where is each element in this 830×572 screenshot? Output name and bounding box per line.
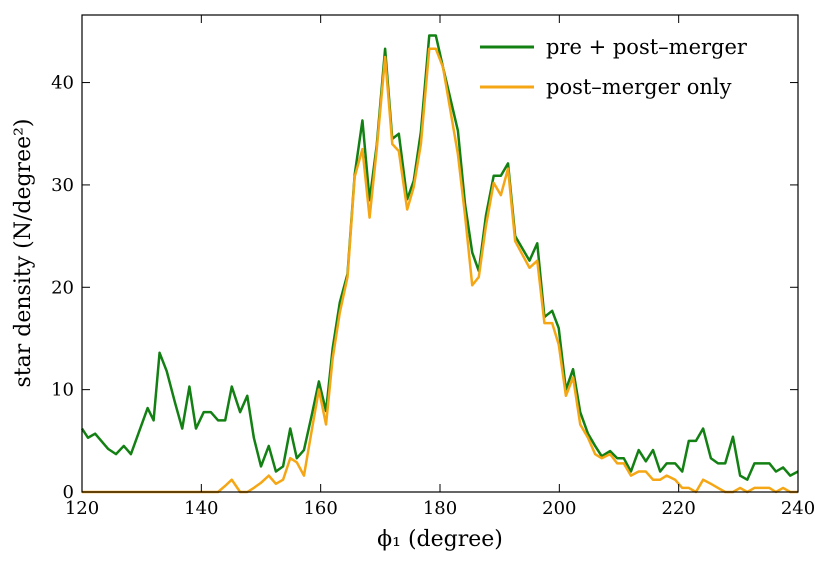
y-tick-label: 30 [51, 175, 74, 196]
x-tick-label: 240 [781, 498, 815, 519]
y-tick-label: 0 [63, 482, 74, 503]
y-axis-label: star density (N/degree²) [11, 118, 36, 387]
y-tick-label: 20 [51, 277, 74, 298]
data-line [80, 34, 799, 481]
data-line [82, 47, 798, 494]
x-tick-label: 140 [184, 498, 218, 519]
x-tick-label: 120 [65, 498, 99, 519]
legend-label: pre + post–merger [546, 35, 748, 59]
y-tick-label: 10 [51, 380, 74, 401]
x-tick-label: 220 [661, 498, 695, 519]
x-tick-label: 200 [542, 498, 576, 519]
x-tick-label: 160 [303, 498, 337, 519]
legend-label: post–merger only [546, 75, 732, 99]
x-axis-label: ϕ₁ (degree) [377, 527, 503, 552]
x-tick-label: 180 [423, 498, 457, 519]
y-tick-label: 40 [51, 73, 74, 94]
